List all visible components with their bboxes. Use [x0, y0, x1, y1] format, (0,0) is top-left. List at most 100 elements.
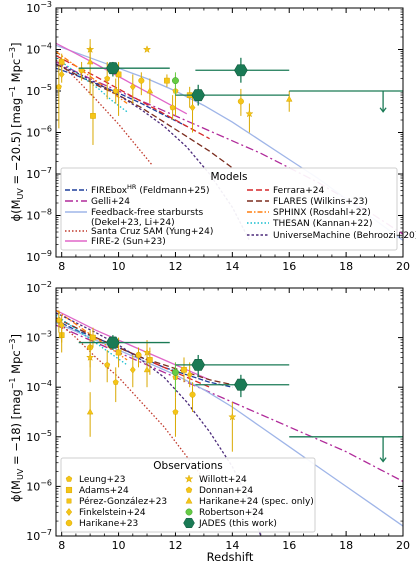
bottom-x-tick-label: 8	[58, 539, 65, 552]
top-obs-point	[142, 45, 152, 54]
bottom-obs-point	[56, 317, 62, 323]
top-obs-point	[169, 104, 176, 111]
bottom-y-axis-title: ϕ(MUV = −18) [mag−1 Mpc−3]	[8, 334, 25, 502]
top-upper-limit-arrow	[379, 107, 387, 113]
bottom-obs-point	[104, 361, 111, 368]
bottom-upper-limit-arrow	[379, 457, 387, 463]
top-obs-point	[146, 87, 154, 94]
top-y-axis-title: ϕ(MUV = −20.5) [mag−1 Mpc−3]	[8, 43, 25, 222]
top-robertson-point	[172, 77, 179, 85]
bottom-legend-marker-9	[183, 517, 195, 529]
bottom-obs-point	[181, 366, 187, 373]
top-obs-point	[129, 83, 136, 91]
top-obs-point	[285, 95, 293, 102]
top-obs-point	[112, 87, 119, 94]
top-obs-point	[58, 59, 65, 65]
top-y-tick-label: 10−8	[26, 208, 52, 223]
bottom-y-tick-label: 10−3	[26, 330, 52, 345]
top-legend-label-7: SPHINX (Rosdahl+22)	[273, 208, 371, 218]
top-legend-label-1: Gelli+24	[91, 197, 130, 207]
bottom-obs-point	[135, 351, 142, 359]
bottom-observations	[56, 310, 403, 463]
top-x-tick-label: 14	[225, 260, 239, 273]
top-legend-title: Models	[211, 171, 248, 183]
top-obs-point	[58, 70, 65, 79]
bottom-legend: Observations Leung+23Adams+24Pérez-Gonzál…	[60, 457, 316, 533]
top-observations	[56, 39, 403, 145]
bottom-legend-marker-8	[185, 508, 193, 516]
top-legend-label-5: Ferrara+24	[273, 186, 324, 196]
top-x-tick-label: 8	[58, 260, 65, 273]
bottom-obs-point	[90, 334, 96, 341]
x-axis-title: Redshift	[207, 550, 254, 564]
top-jades-point	[234, 64, 248, 77]
top-x-tick-label: 10	[112, 260, 126, 273]
bottom-obs-point	[129, 366, 136, 374]
bottom-obs-point	[115, 349, 122, 356]
bottom-legend-label-8: Robertson+24	[199, 508, 264, 518]
top-y-tick-label: 10−9	[26, 249, 52, 264]
top-obs-point	[78, 67, 85, 74]
top-jades-point	[191, 89, 206, 102]
top-obs-point	[237, 98, 244, 105]
bottom-legend-label-7: Harikane+24 (spec. only)	[199, 497, 314, 507]
bottom-x-tick-label: 20	[396, 539, 410, 552]
top-x-tick-label: 18	[339, 260, 353, 273]
bottom-obs-point	[186, 371, 193, 379]
bottom-obs-point	[228, 412, 237, 421]
top-y-tick-label: 10−5	[26, 83, 52, 98]
bottom-legend-marker-4	[65, 519, 73, 527]
bottom-obs-point	[86, 408, 94, 415]
top-obs-point	[245, 109, 254, 118]
bottom-legend-title: Observations	[153, 460, 222, 472]
bottom-legend-marker-2	[66, 498, 72, 504]
top-obs-point	[56, 83, 62, 90]
top-y-tick-label: 10−7	[26, 166, 52, 181]
top-obs-point	[104, 75, 111, 82]
bottom-legend-marker-7	[185, 497, 193, 504]
top-model-curve-5	[56, 55, 210, 140]
bottom-y-tick-label: 10−2	[26, 280, 52, 295]
bottom-jades-point	[191, 358, 206, 371]
bottom-y-tick-label: 10−7	[26, 528, 52, 543]
bottom-legend-marker-6	[185, 486, 193, 493]
bottom-jades-point	[234, 378, 248, 391]
bottom-robertson-point	[172, 368, 179, 376]
bottom-obs-point	[143, 366, 151, 373]
bottom-y-tick-label: 10−5	[26, 429, 52, 444]
bottom-legend-label-3: Finkelstein+24	[79, 508, 146, 518]
bottom-x-tick-label: 14	[225, 539, 239, 552]
top-obs-point	[86, 58, 94, 65]
bottom-x-tick-label: 18	[339, 539, 353, 552]
bottom-obs-point	[172, 408, 179, 415]
top-ticks: 8 10 12 14 16 18 20 10−9 10−8 10−7 10−6 10−5 10−4 10−…	[26, 0, 410, 273]
top-model-curve-6	[56, 63, 233, 169]
top-obs-point	[90, 113, 96, 119]
bottom-obs-point	[112, 379, 119, 385]
bottom-obs-point	[189, 391, 196, 398]
top-legend-label-4: FIRE-2 (Sun+23)	[91, 237, 166, 247]
bottom-legend-label-6: Donnan+24	[199, 486, 253, 496]
top-obs-point	[115, 71, 122, 78]
bottom-legend-label-1: Adams+24	[79, 486, 129, 496]
top-y-tick-label: 10−4	[26, 42, 52, 57]
top-y-tick-label: 10−6	[26, 125, 52, 140]
top-legend-label-6: FLARES (Wilkins+23)	[273, 197, 368, 207]
top-plot-frame	[55, 7, 404, 258]
bottom-legend-box	[60, 457, 316, 533]
top-jades-point	[106, 62, 120, 75]
panel-top: ϕ(MUV = −20.5) [mag−1 Mpc−3] 8 10 12 14 16 18…	[8, 0, 416, 273]
top-x-tick-label: 16	[282, 260, 296, 273]
bottom-jades-point	[106, 336, 120, 349]
bottom-legend-marker-1	[65, 486, 73, 494]
top-y-tick-label: 10−3	[26, 0, 52, 15]
bottom-legend-marker-0	[65, 475, 73, 482]
bottom-x-tick-label: 12	[168, 539, 182, 552]
top-legend-label-3: Santa Cruz SAM (Yung+24)	[91, 227, 213, 237]
bottom-model-curve-9	[56, 312, 262, 536]
bottom-y-tick-label: 10−4	[26, 379, 52, 394]
bottom-legend-label-4: Harikane+23	[79, 519, 138, 529]
panel-bottom: ϕ(MUV = −18) [mag−1 Mpc−3] 8 10 12 14 16 18 20…	[8, 280, 410, 564]
